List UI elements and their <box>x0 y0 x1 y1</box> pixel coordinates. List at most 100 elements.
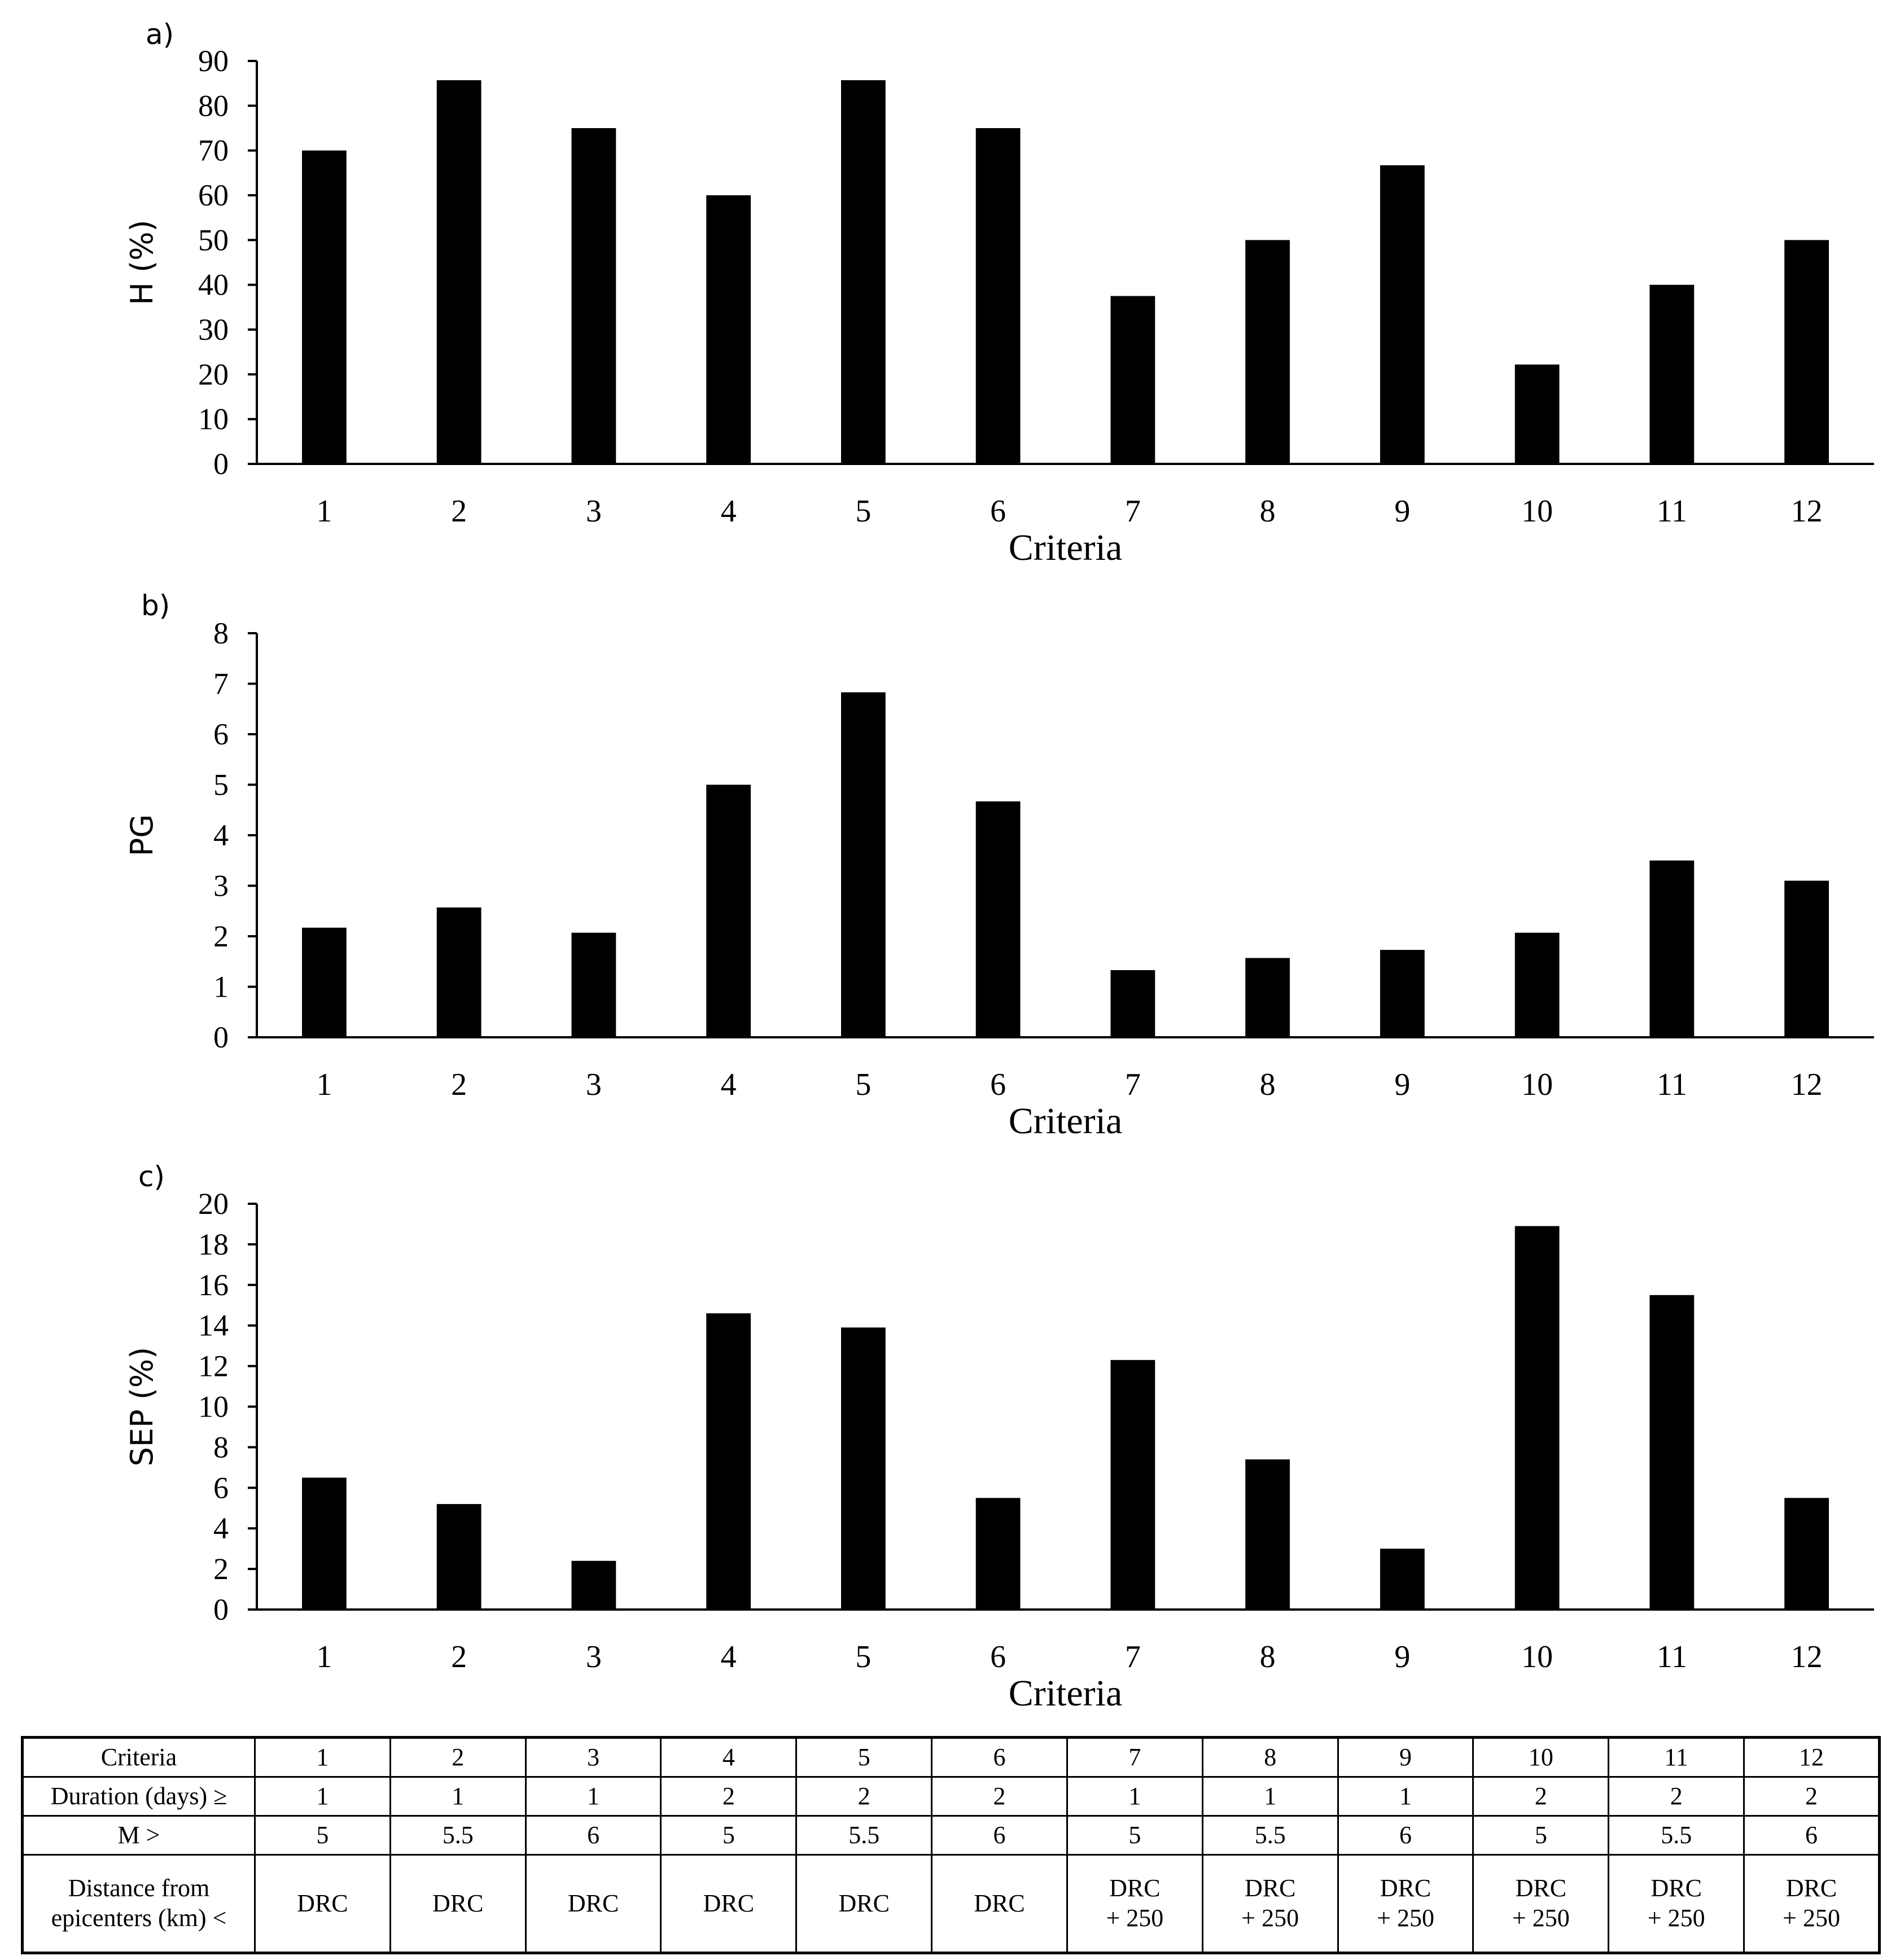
cell-line: DRC <box>567 1889 619 1917</box>
x-tick-label: 12 <box>1791 1067 1823 1102</box>
y-tick-label: 50 <box>198 223 229 257</box>
cell-line: + 250 <box>1241 1904 1299 1932</box>
y-tick-label: 2 <box>213 1552 229 1586</box>
y-tick-label: 7 <box>213 667 229 701</box>
bar-11 <box>1649 284 1695 464</box>
table-row: Distance from epicenters (km) < DRC DRC DRC D… <box>21 1854 1880 1954</box>
x-tick-label: 9 <box>1394 494 1410 529</box>
table-cell: 7 <box>1066 1737 1203 1778</box>
table-cell: 10 <box>1472 1737 1610 1778</box>
x-tick-label: 11 <box>1657 1639 1687 1674</box>
table-cell: 3 <box>524 1737 662 1778</box>
bar-4 <box>706 784 751 1037</box>
x-tick-label: 8 <box>1260 1639 1276 1674</box>
y-tick-label: 0 <box>213 1020 229 1054</box>
table-cell: 1 <box>389 1776 527 1817</box>
bar-3 <box>571 1560 616 1610</box>
table-cell: 1 <box>254 1737 391 1778</box>
bar-6 <box>975 128 1021 464</box>
table-cell: 1 <box>254 1776 391 1817</box>
x-tick-label: 1 <box>316 1639 332 1674</box>
bar-6 <box>975 801 1021 1037</box>
y-tick-label: 90 <box>198 44 229 78</box>
bar-5 <box>840 1327 886 1610</box>
bar-7 <box>1110 1360 1155 1610</box>
x-tick-label: 11 <box>1657 494 1687 529</box>
y-tick-label: 10 <box>198 1390 229 1424</box>
bar-9 <box>1380 165 1425 464</box>
table-cell: 4 <box>660 1737 798 1778</box>
bar-8 <box>1245 958 1290 1037</box>
table-cell: 5 <box>1472 1815 1610 1856</box>
x-tick-label: 6 <box>990 494 1006 529</box>
table-row: Duration (days) ≥1 1 1 2 2 2 1 1 1 2 2 2 <box>21 1776 1880 1817</box>
y-tick-label: 70 <box>198 134 229 168</box>
x-tick-label: 3 <box>586 1067 602 1102</box>
row-header: M > <box>21 1815 256 1856</box>
table-cell: DRC <box>389 1854 527 1954</box>
x-tick-label: 6 <box>990 1639 1006 1674</box>
bar-10 <box>1514 932 1560 1037</box>
x-tick-label: 4 <box>721 1639 737 1674</box>
table-cell: 5 <box>795 1737 933 1778</box>
bar-11 <box>1649 860 1695 1037</box>
row-header-line: epicenters (km) < <box>51 1904 227 1932</box>
table-cell: DRC + 250 <box>1201 1854 1339 1954</box>
x-tick-label: 9 <box>1394 1067 1410 1102</box>
bar-12 <box>1784 240 1829 464</box>
bar-10 <box>1514 364 1560 464</box>
panel-label: b) <box>141 589 170 622</box>
table-cell: 5.5 <box>1608 1815 1745 1856</box>
cell-line: + 250 <box>1106 1904 1164 1932</box>
bar-8 <box>1245 1459 1290 1610</box>
x-tick-label: 12 <box>1791 1639 1823 1674</box>
x-tick-label: 3 <box>586 1639 602 1674</box>
x-tick-label: 8 <box>1260 1067 1276 1102</box>
y-axis-title: H (%) <box>124 220 160 305</box>
x-tick-label: 1 <box>316 1067 332 1102</box>
y-tick-label: 8 <box>213 1430 229 1464</box>
table-cell: DRC <box>254 1854 391 1954</box>
bar-7 <box>1110 296 1155 464</box>
y-tick-label: 16 <box>198 1268 229 1302</box>
x-tick-label: 9 <box>1394 1639 1410 1674</box>
cell-line: DRC <box>1651 1874 1702 1902</box>
y-tick-label: 60 <box>198 178 229 212</box>
x-tick-label: 2 <box>451 494 467 529</box>
cell-line: + 250 <box>1647 1904 1705 1932</box>
y-tick-label: 6 <box>213 717 229 751</box>
table-cell: 2 <box>1743 1776 1880 1817</box>
table-cell: DRC + 250 <box>1337 1854 1474 1954</box>
x-tick-label: 2 <box>451 1639 467 1674</box>
bar-5 <box>840 80 886 464</box>
bar-3 <box>571 128 616 464</box>
bar-4 <box>706 1313 751 1610</box>
table-cell: 6 <box>931 1815 1068 1856</box>
x-tick-label: 5 <box>855 1639 871 1674</box>
x-tick-label: 2 <box>451 1067 467 1102</box>
cell-line: + 250 <box>1377 1904 1434 1932</box>
table-cell: 5 <box>1066 1815 1203 1856</box>
bar-3 <box>571 932 616 1037</box>
x-axis-title: Criteria <box>1009 527 1123 568</box>
cell-line: DRC <box>432 1889 484 1917</box>
table-cell: 6 <box>1743 1815 1880 1856</box>
cell-line: DRC <box>703 1889 755 1917</box>
y-tick-label: 10 <box>198 402 229 436</box>
bar-1 <box>301 1477 347 1610</box>
bar-1 <box>301 150 347 464</box>
x-tick-label: 8 <box>1260 494 1276 529</box>
x-tick-label: 7 <box>1125 1067 1141 1102</box>
bar-9 <box>1380 1549 1425 1610</box>
x-tick-label: 10 <box>1521 494 1553 529</box>
table-cell: 2 <box>795 1776 933 1817</box>
y-tick-label: 18 <box>198 1227 229 1261</box>
table-cell: 5.5 <box>795 1815 933 1856</box>
y-tick-label: 1 <box>213 970 229 1004</box>
table-cell: 5 <box>660 1815 798 1856</box>
table-cell: 12 <box>1743 1737 1880 1778</box>
table-cell: DRC + 250 <box>1608 1854 1745 1954</box>
table-cell: DRC + 250 <box>1743 1854 1880 1954</box>
y-tick-label: 8 <box>213 616 229 650</box>
cell-line: DRC <box>1244 1874 1296 1902</box>
